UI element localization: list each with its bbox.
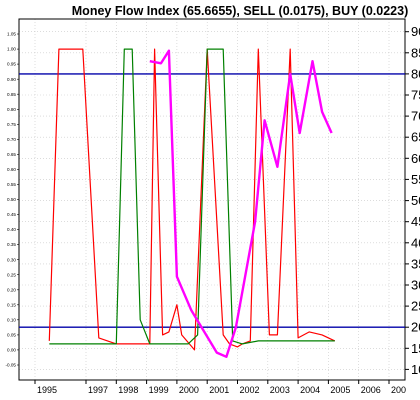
left-y-tick-label: 0.40 (7, 227, 16, 232)
right-y-axis: 10 15 20 25 30 35 40 45 50 55 60 65 70 75 80 85 90 (405, 24, 420, 377)
left-y-tick-label: 0.45 (7, 212, 16, 217)
left-y-tick-label: 0.60 (7, 167, 16, 172)
plot-frame (18, 18, 406, 381)
left-y-tick-label: 0.80 (7, 107, 16, 112)
left-y-tick-label: 0.90 (7, 77, 16, 82)
right-y-tick-label: 35 (411, 256, 420, 271)
x-tick-label: 2003 (270, 385, 290, 395)
chart-title: Money Flow Index (65.6655), SELL (0.0175… (72, 4, 408, 18)
x-tick-label: 1997 (88, 385, 108, 395)
left-y-tick-label: 0.95 (7, 62, 16, 67)
left-y-tick-label: 0.85 (7, 92, 16, 97)
x-axis: 1995 1997 1998 1999 2000 2001 2002 2003 2004 2005… (34, 380, 406, 395)
right-y-tick-label: 50 (411, 193, 420, 208)
x-tick-label: 2002 (240, 385, 260, 395)
left-y-tick-label: 0.50 (7, 197, 16, 202)
right-y-tick-label: 30 (411, 278, 420, 293)
right-y-tick-label: 85 (411, 45, 420, 60)
right-y-tick-label: 40 (411, 235, 420, 250)
right-y-tick-label: 70 (411, 109, 420, 124)
right-y-tick-label: 90 (411, 24, 420, 39)
series-line-2 (49, 48, 335, 345)
x-tick-label: 2001 (209, 385, 229, 395)
left-y-tick-label: 0.55 (7, 182, 16, 187)
data-series (48, 48, 336, 358)
series-line-0 (149, 49, 333, 358)
left-y-tick-label: 0.15 (7, 302, 16, 307)
right-y-tick-label: 45 (411, 214, 420, 229)
right-y-tick-label: 55 (411, 172, 420, 187)
left-y-tick-label: 0.05 (7, 333, 16, 338)
reference-lines (19, 73, 405, 328)
grid (19, 19, 405, 380)
left-y-tick-label: 1.05 (7, 32, 16, 37)
left-y-tick-label: 0.65 (7, 152, 16, 157)
left-y-tick-label: 0.10 (7, 317, 16, 322)
left-y-tick-label: -0.05 (6, 363, 17, 368)
right-y-tick-label: 75 (411, 88, 420, 103)
x-tick-label: 1999 (149, 385, 169, 395)
left-y-tick-label: 1.00 (7, 47, 16, 52)
x-tick-label: 2004 (300, 385, 320, 395)
x-tick-label: 2000 (179, 385, 199, 395)
x-tick-label: 1995 (37, 385, 57, 395)
right-y-tick-label: 80 (411, 66, 420, 81)
left-y-axis: -0.05 0.00 0.05 0.10 0.15 0.20 0.25 0.30 0.35 0.4… (6, 32, 19, 368)
right-y-tick-label: 60 (411, 151, 420, 166)
left-y-tick-label: 0.35 (7, 242, 16, 247)
x-tick-label: 2006 (361, 385, 381, 395)
left-y-tick-label: 0.25 (7, 272, 16, 277)
right-y-tick-label: 25 (411, 299, 420, 314)
right-y-tick-label: 15 (411, 341, 420, 356)
left-y-tick-label: 0.20 (7, 287, 16, 292)
x-tick-label: 1998 (118, 385, 138, 395)
right-y-tick-label: 65 (411, 130, 420, 145)
series-line-1 (48, 48, 336, 351)
x-tick-label: 200 (391, 385, 406, 395)
left-y-tick-label: 0.75 (7, 122, 16, 127)
x-tick-label: 2005 (330, 385, 350, 395)
right-y-tick-label: 10 (411, 362, 420, 377)
left-y-tick-label: 0.30 (7, 257, 16, 262)
left-y-tick-label: 0.00 (7, 348, 16, 353)
left-y-tick-label: 0.70 (7, 137, 16, 142)
right-y-tick-label: 20 (411, 320, 420, 335)
